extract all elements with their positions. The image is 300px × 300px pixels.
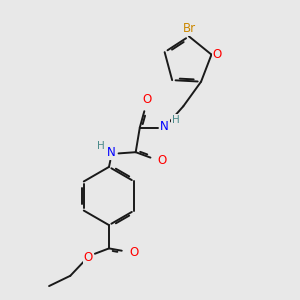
Text: O: O — [158, 154, 167, 167]
Text: N: N — [107, 146, 116, 159]
Text: O: O — [129, 246, 138, 259]
Text: H: H — [97, 141, 105, 152]
Text: O: O — [213, 48, 222, 61]
Text: Br: Br — [183, 22, 196, 35]
Text: H: H — [172, 115, 179, 125]
Text: O: O — [142, 93, 151, 106]
Text: N: N — [160, 120, 169, 133]
Text: O: O — [84, 251, 93, 264]
